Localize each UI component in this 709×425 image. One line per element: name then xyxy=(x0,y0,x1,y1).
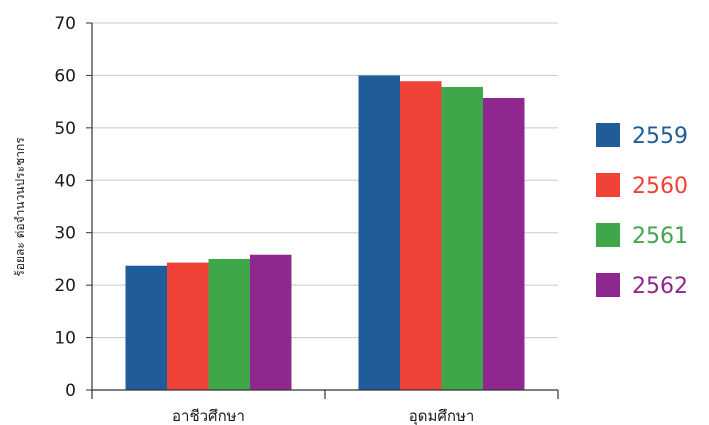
bar-2562-2 xyxy=(483,97,525,391)
y-tick-label: 30 xyxy=(54,224,76,244)
y-tick-label: 10 xyxy=(54,329,76,349)
legend-label-2560: 2560 xyxy=(632,174,688,199)
bar-2561-2 xyxy=(441,86,483,390)
legend-swatch-2560 xyxy=(596,173,620,197)
legend: 2559 2560 2561 2562 xyxy=(596,123,688,299)
y-tick-label: 20 xyxy=(54,276,76,296)
bar-2562-1 xyxy=(250,254,292,390)
legend-swatch-2562 xyxy=(596,273,620,297)
axes xyxy=(91,23,559,399)
legend-swatch-2559 xyxy=(596,123,620,147)
bar-2561-1 xyxy=(208,258,250,390)
y-tick-label: 0 xyxy=(65,381,76,401)
legend-swatch-2561 xyxy=(596,223,620,247)
x-category-label: อาชีวศึกษา xyxy=(172,407,245,425)
y-tick-label: 70 xyxy=(54,14,76,34)
bar-2560-1 xyxy=(167,262,209,390)
bar-2560-2 xyxy=(400,81,442,391)
legend-label-2562: 2562 xyxy=(632,274,688,299)
y-tick-label: 50 xyxy=(54,119,76,139)
bars xyxy=(125,75,525,391)
y-tick-labels: 0 10 20 30 40 50 60 70 xyxy=(54,14,76,401)
x-category-label: อุดมศึกษา xyxy=(409,407,475,425)
legend-label-2559: 2559 xyxy=(632,124,688,149)
bar-2559-2 xyxy=(358,75,400,390)
x-category-labels: อาชีวศึกษา อุดมศึกษา xyxy=(172,407,474,425)
y-tick-label: 40 xyxy=(54,171,76,191)
y-axis-label: ร้อยละ ต่อจำนวนประชากร xyxy=(13,137,27,277)
bar-2559-1 xyxy=(125,265,167,390)
y-tick-label: 60 xyxy=(54,66,76,86)
legend-label-2561: 2561 xyxy=(632,224,688,249)
